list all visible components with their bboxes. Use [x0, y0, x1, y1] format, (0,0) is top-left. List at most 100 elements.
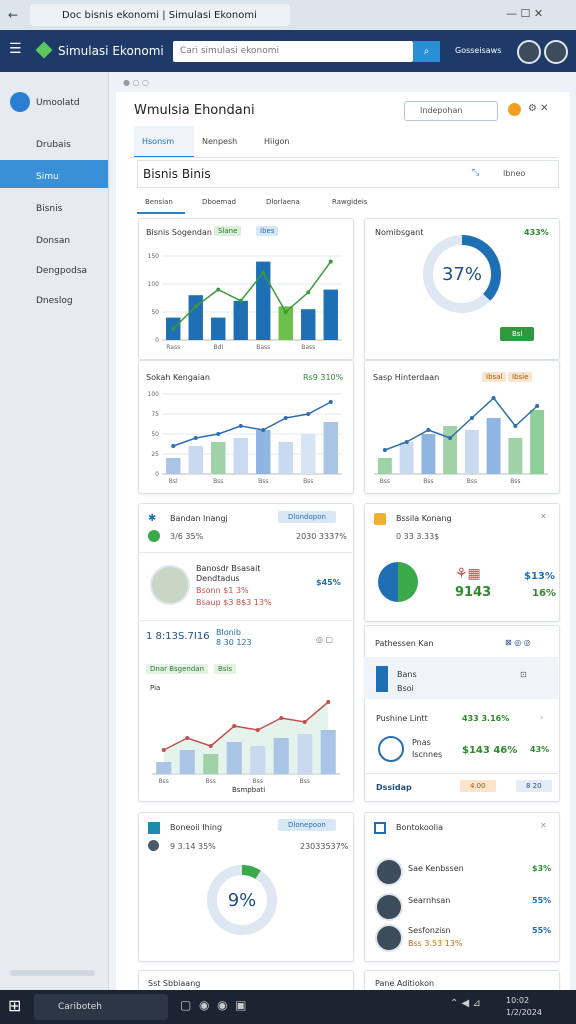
- card-title: Pathessen Kan: [375, 639, 434, 648]
- card-button[interactable]: Dlondopon: [278, 511, 336, 523]
- tag[interactable]: Dnar Bsgendan: [146, 664, 209, 674]
- card-title: Bandan Inangj: [170, 514, 228, 523]
- subtab[interactable]: Bensian: [145, 198, 173, 206]
- taskbar-apps[interactable]: ▢ ◉ ◉ ▣: [180, 998, 247, 1012]
- footer-link[interactable]: Dssidap: [376, 783, 412, 792]
- search-box[interactable]: [173, 41, 413, 62]
- sidebar-item[interactable]: Drubais: [36, 140, 71, 150]
- card-title: Pane Aditiokon: [375, 979, 435, 988]
- bar: [211, 317, 226, 340]
- user-label: Gosseisaws: [455, 46, 502, 55]
- chart: Bss Bss Bss Bss: [374, 396, 548, 485]
- icons[interactable]: ◎ ▢: [316, 635, 334, 644]
- close[interactable]: ✕: [540, 821, 547, 830]
- bar: [278, 442, 293, 474]
- card-text: 23033537%: [300, 842, 349, 851]
- icon: ⚘▦: [455, 566, 481, 582]
- card-button[interactable]: Dlonepoon: [278, 819, 336, 831]
- sidebar-item[interactable]: Dengpodsa: [36, 266, 88, 276]
- bar: [530, 410, 545, 474]
- card-title: Sst Sbbiaang: [148, 979, 201, 988]
- start-button[interactable]: ⊞: [8, 996, 22, 1015]
- tag[interactable]: Bsis: [214, 664, 237, 674]
- notification-icon[interactable]: [508, 103, 521, 116]
- tab[interactable]: [30, 4, 290, 26]
- x-tick-label: Bass: [301, 344, 315, 351]
- person-value: $45%: [316, 578, 341, 587]
- tab[interactable]: Hiigon: [264, 137, 290, 146]
- x-tick-label: Bss: [258, 478, 268, 485]
- stat-side: 8 30 123: [216, 638, 252, 647]
- card-text: 9 3.14 35%: [170, 842, 216, 851]
- sidebar-item[interactable]: Dneslog: [36, 296, 73, 306]
- window-controls[interactable]: — ☐ ✕: [506, 7, 544, 20]
- sidebar-slider[interactable]: [10, 970, 95, 976]
- item-row[interactable]: [364, 657, 558, 699]
- line: [384, 396, 538, 451]
- avatar[interactable]: [517, 40, 541, 64]
- action-button[interactable]: [404, 101, 498, 121]
- icons[interactable]: ⊠ ◎ ◎: [505, 638, 531, 647]
- card-title: Bontokoolia: [396, 823, 443, 832]
- expand-icon[interactable]: ⤡: [472, 168, 480, 178]
- x-tick-label: Bass: [256, 344, 270, 351]
- tag[interactable]: Ibes: [256, 226, 279, 236]
- tag[interactable]: Ibsal: [482, 372, 507, 382]
- card-title: Sasp Hinterdaan: [373, 373, 440, 382]
- subtab[interactable]: Dboemad: [202, 198, 236, 206]
- line-point: [208, 744, 213, 748]
- line-point: [328, 400, 333, 404]
- tray-icons[interactable]: ⌃ ◀ ⊿: [450, 998, 481, 1009]
- tag[interactable]: Ibsie: [508, 372, 533, 382]
- icon[interactable]: ⊡: [520, 670, 527, 679]
- line-point: [193, 436, 198, 440]
- tag[interactable]: Slane: [214, 226, 242, 236]
- bar: [203, 754, 219, 774]
- x-tick-label: Bss: [253, 778, 263, 785]
- subtab[interactable]: Dlorlaena: [266, 198, 300, 206]
- footer-badge[interactable]: 8 20: [516, 780, 552, 792]
- avatar[interactable]: [544, 40, 568, 64]
- sidebar-item[interactable]: Umoolatd: [36, 98, 80, 108]
- donut-arc: [207, 865, 277, 935]
- line-point: [261, 428, 266, 432]
- footer-badge[interactable]: 4.00: [460, 780, 496, 792]
- icons[interactable]: ⚙ ✕: [528, 103, 549, 114]
- sidebar: [0, 72, 109, 990]
- menu-button[interactable]: ☰: [9, 41, 22, 57]
- tab[interactable]: Hsonsm: [142, 137, 175, 146]
- x-tick-label: Bdl: [213, 344, 223, 351]
- bar: [226, 742, 242, 774]
- bar: [508, 438, 523, 474]
- bar: [278, 306, 293, 340]
- section-action[interactable]: Ibneo: [503, 169, 526, 178]
- x-tick-label: Bss: [423, 478, 433, 485]
- chevron[interactable]: ›: [540, 713, 544, 722]
- close[interactable]: ✕: [540, 512, 547, 521]
- line: [172, 401, 332, 447]
- icon: [374, 822, 386, 834]
- subtab[interactable]: Rawgideis: [332, 198, 368, 206]
- sidebar-item[interactable]: Donsan: [36, 236, 71, 246]
- item-icon: [376, 666, 388, 692]
- search-placeholder: Cari simulasi ekonomi: [180, 46, 279, 56]
- sidebar-item[interactable]: Simu: [36, 172, 59, 182]
- line-point: [513, 424, 518, 428]
- card-title: Bisnis Sogendan: [146, 228, 212, 237]
- bar: [399, 442, 414, 474]
- card-button[interactable]: Bsl: [500, 327, 535, 341]
- avatar: [150, 565, 190, 605]
- line-point: [306, 290, 311, 295]
- bar: [421, 434, 436, 474]
- person-name: Sesfonzisn: [408, 926, 451, 935]
- stat-side: Blonib: [216, 628, 241, 637]
- person-name: Searnhsan: [408, 896, 451, 905]
- line-point: [216, 432, 221, 436]
- tab[interactable]: Nenpesh: [202, 137, 238, 146]
- taskbar-search[interactable]: [34, 994, 168, 1020]
- search-button[interactable]: ⌕: [413, 41, 440, 62]
- sidebar-item[interactable]: Bisnis: [36, 204, 63, 214]
- back-button[interactable]: ←: [8, 8, 19, 22]
- x-tick-label: Bss: [213, 478, 223, 485]
- bar: [233, 438, 248, 474]
